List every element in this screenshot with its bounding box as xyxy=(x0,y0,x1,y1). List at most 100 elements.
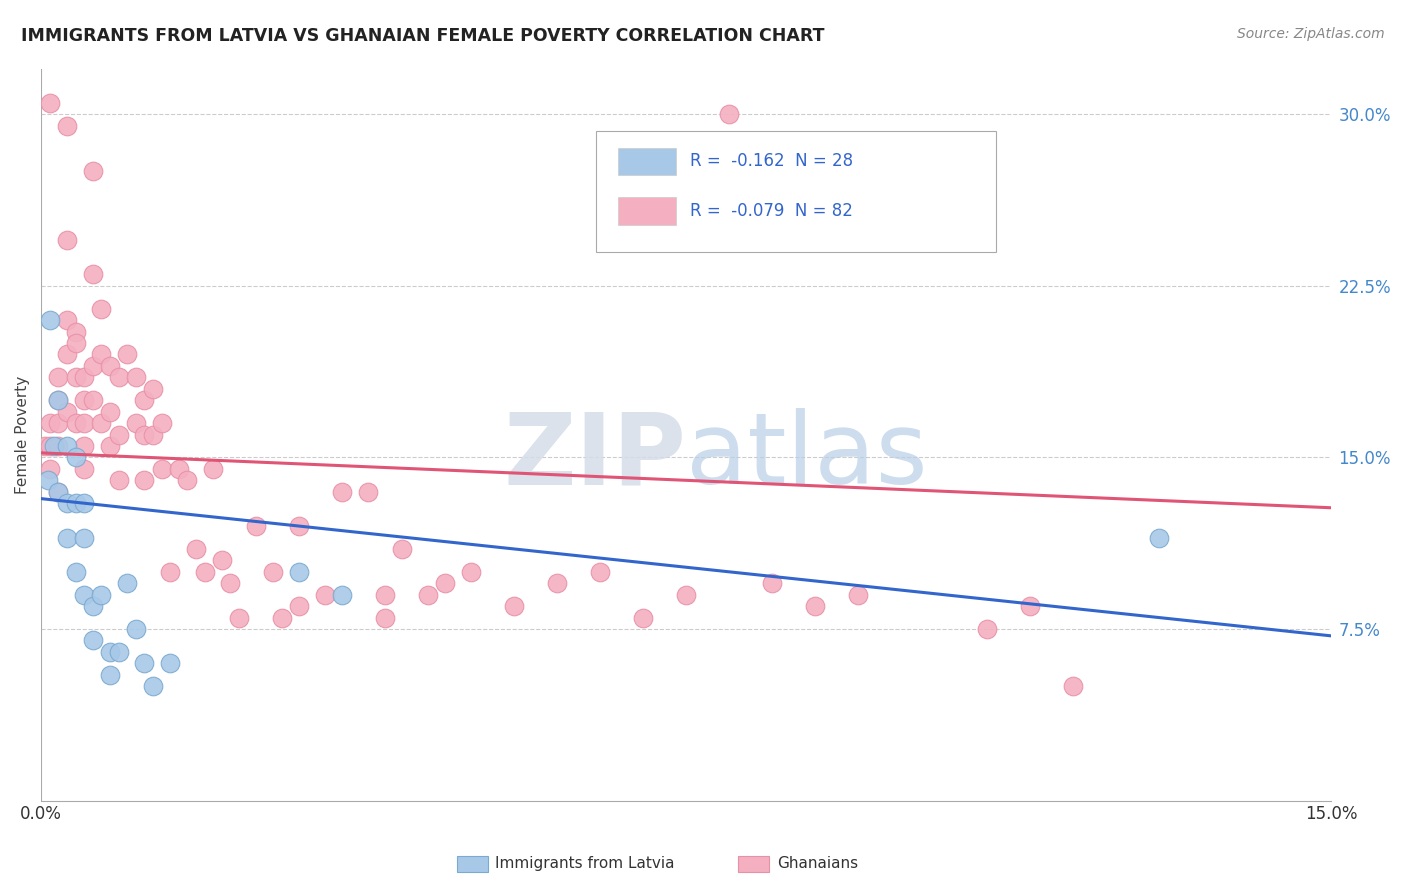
Point xyxy=(142,679,165,693)
Point xyxy=(38,416,60,430)
Point xyxy=(56,347,79,361)
Point xyxy=(374,588,396,602)
Point xyxy=(1149,531,1171,545)
Point xyxy=(262,565,284,579)
Point xyxy=(150,416,173,430)
Y-axis label: Female Poverty: Female Poverty xyxy=(15,376,30,493)
Point xyxy=(56,496,79,510)
Point xyxy=(418,588,440,602)
Point xyxy=(314,588,336,602)
Point xyxy=(150,462,173,476)
Point xyxy=(98,359,121,373)
Text: Immigrants from Latvia: Immigrants from Latvia xyxy=(495,856,675,871)
Point xyxy=(125,416,148,430)
Point xyxy=(134,473,156,487)
Point xyxy=(90,588,112,602)
Point xyxy=(391,541,413,556)
Point xyxy=(73,496,96,510)
Point xyxy=(46,370,69,384)
Point xyxy=(46,484,69,499)
Point xyxy=(73,462,96,476)
Point xyxy=(219,576,242,591)
Point xyxy=(142,382,165,396)
FancyBboxPatch shape xyxy=(617,147,676,176)
Point xyxy=(38,313,60,327)
Point xyxy=(357,484,380,499)
Point xyxy=(56,313,79,327)
Point xyxy=(56,405,79,419)
Point xyxy=(167,462,190,476)
Point xyxy=(633,610,655,624)
Point xyxy=(288,519,311,533)
Point xyxy=(434,576,457,591)
Point xyxy=(134,657,156,671)
Point xyxy=(82,599,104,614)
Point xyxy=(98,667,121,681)
Point xyxy=(73,393,96,408)
Point xyxy=(46,416,69,430)
Point xyxy=(56,233,79,247)
Point xyxy=(37,473,59,487)
Point xyxy=(82,393,104,408)
Point xyxy=(90,416,112,430)
Point xyxy=(82,359,104,373)
Point xyxy=(98,439,121,453)
Point xyxy=(193,565,215,579)
Point xyxy=(330,484,353,499)
Point xyxy=(1062,679,1084,693)
Point xyxy=(228,610,250,624)
Point xyxy=(46,393,69,408)
Point xyxy=(288,565,311,579)
Text: ZIP: ZIP xyxy=(503,408,686,505)
Point xyxy=(271,610,294,624)
Point xyxy=(90,347,112,361)
Point xyxy=(98,405,121,419)
Point xyxy=(211,553,233,567)
Point xyxy=(65,370,87,384)
Point xyxy=(125,370,148,384)
Point xyxy=(503,599,526,614)
Point xyxy=(176,473,198,487)
Point xyxy=(134,427,156,442)
Point xyxy=(761,576,783,591)
Point xyxy=(460,565,482,579)
Point xyxy=(38,95,60,110)
Point xyxy=(159,565,181,579)
Text: R =  -0.162  N = 28: R = -0.162 N = 28 xyxy=(690,153,853,170)
Point xyxy=(34,439,56,453)
Text: Source: ZipAtlas.com: Source: ZipAtlas.com xyxy=(1237,27,1385,41)
Text: atlas: atlas xyxy=(686,408,928,505)
Point xyxy=(56,119,79,133)
Point xyxy=(38,439,60,453)
Point xyxy=(73,439,96,453)
Text: Ghanaians: Ghanaians xyxy=(778,856,859,871)
Point xyxy=(46,439,69,453)
Point xyxy=(159,657,181,671)
Point xyxy=(42,439,65,453)
Point xyxy=(65,325,87,339)
Text: IMMIGRANTS FROM LATVIA VS GHANAIAN FEMALE POVERTY CORRELATION CHART: IMMIGRANTS FROM LATVIA VS GHANAIAN FEMAL… xyxy=(21,27,824,45)
Point xyxy=(56,531,79,545)
Point xyxy=(65,496,87,510)
Point xyxy=(125,622,148,636)
Point xyxy=(73,416,96,430)
Point xyxy=(115,576,138,591)
Point xyxy=(65,450,87,465)
Point xyxy=(82,164,104,178)
Point xyxy=(546,576,568,591)
Point xyxy=(65,336,87,351)
Point xyxy=(73,588,96,602)
Point xyxy=(107,370,129,384)
Point xyxy=(46,393,69,408)
Point xyxy=(589,565,612,579)
Point xyxy=(245,519,267,533)
Point xyxy=(82,268,104,282)
FancyBboxPatch shape xyxy=(596,131,995,252)
Point xyxy=(56,439,79,453)
Point xyxy=(675,588,697,602)
Point xyxy=(142,427,165,442)
Point xyxy=(107,427,129,442)
Point xyxy=(65,416,87,430)
FancyBboxPatch shape xyxy=(617,197,676,225)
Point xyxy=(82,633,104,648)
